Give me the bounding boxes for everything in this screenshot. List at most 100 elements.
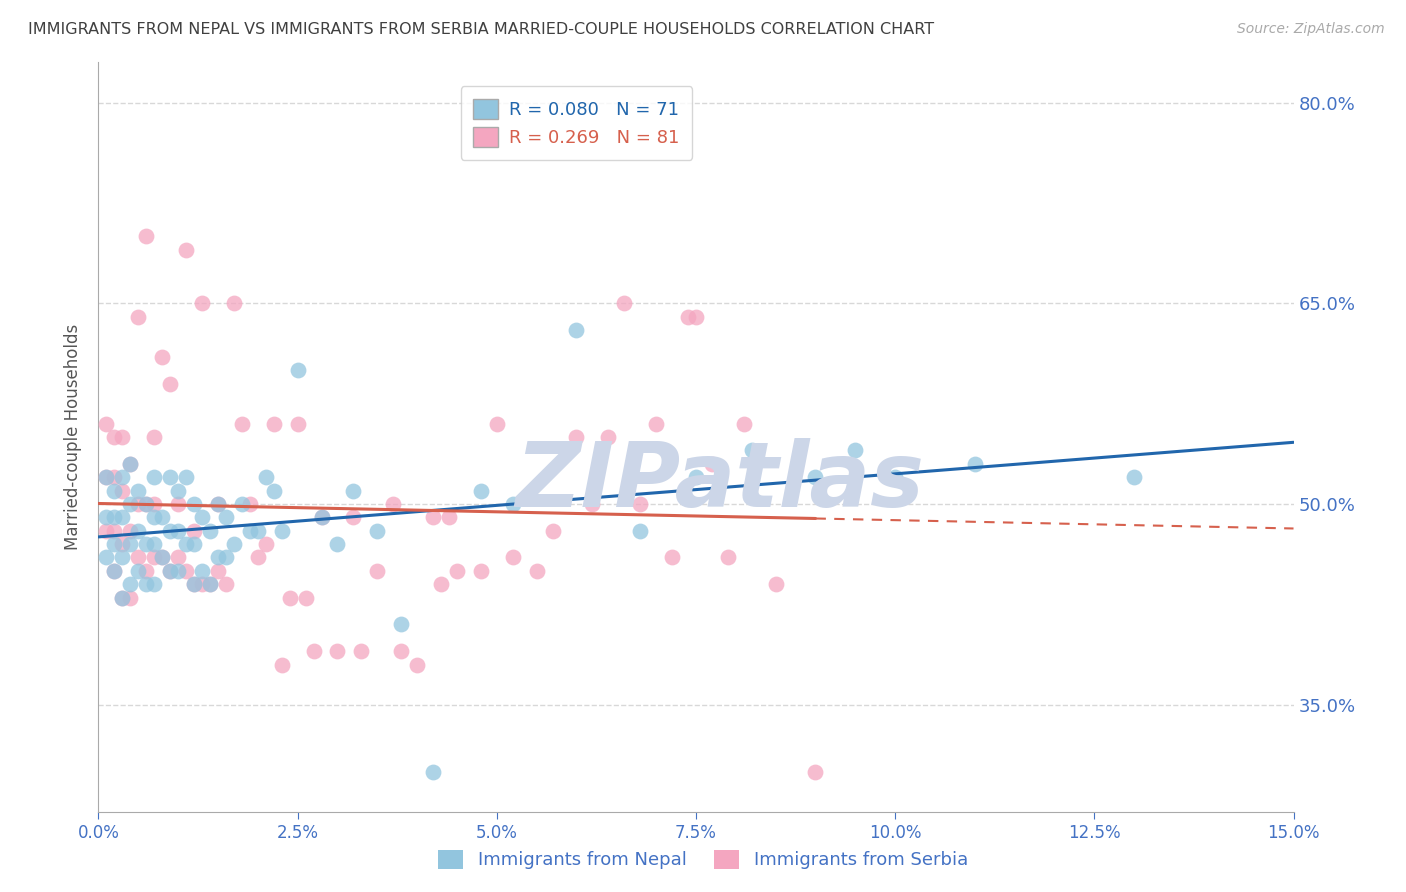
- Point: [963, 457, 986, 471]
- Point: [183, 537, 205, 551]
- Point: [389, 644, 412, 658]
- Point: [222, 296, 245, 310]
- Legend: Immigrants from Nepal, Immigrants from Serbia: Immigrants from Nepal, Immigrants from S…: [429, 840, 977, 879]
- Point: [741, 443, 763, 458]
- Point: [167, 524, 190, 538]
- Point: [628, 524, 651, 538]
- Point: [127, 524, 149, 538]
- Point: [1123, 470, 1146, 484]
- Point: [661, 550, 683, 565]
- Point: [143, 577, 166, 591]
- Point: [127, 497, 149, 511]
- Point: [127, 483, 149, 498]
- Point: [342, 510, 364, 524]
- Point: [198, 524, 221, 538]
- Point: [150, 510, 173, 524]
- Point: [541, 524, 564, 538]
- Point: [342, 483, 364, 498]
- Point: [526, 564, 548, 578]
- Point: [103, 524, 125, 538]
- Point: [96, 510, 118, 524]
- Point: [287, 417, 309, 431]
- Point: [676, 310, 699, 324]
- Point: [254, 470, 277, 484]
- Point: [135, 497, 157, 511]
- Point: [470, 483, 492, 498]
- Point: [430, 577, 453, 591]
- Point: [159, 524, 181, 538]
- Point: [254, 537, 277, 551]
- Point: [174, 564, 197, 578]
- Point: [311, 510, 333, 524]
- Point: [103, 483, 125, 498]
- Point: [263, 417, 285, 431]
- Text: ZIPatlas: ZIPatlas: [516, 438, 924, 526]
- Point: [645, 417, 668, 431]
- Point: [884, 470, 907, 484]
- Point: [287, 363, 309, 377]
- Point: [198, 577, 221, 591]
- Point: [183, 577, 205, 591]
- Point: [135, 577, 157, 591]
- Point: [96, 470, 118, 484]
- Point: [135, 497, 157, 511]
- Point: [278, 591, 301, 605]
- Point: [613, 296, 636, 310]
- Point: [198, 577, 221, 591]
- Point: [717, 550, 740, 565]
- Point: [150, 550, 173, 565]
- Point: [167, 483, 190, 498]
- Point: [804, 470, 827, 484]
- Point: [111, 510, 134, 524]
- Point: [326, 537, 349, 551]
- Point: [143, 470, 166, 484]
- Point: [103, 510, 125, 524]
- Point: [406, 657, 429, 672]
- Point: [804, 764, 827, 779]
- Point: [207, 497, 229, 511]
- Point: [120, 457, 142, 471]
- Point: [174, 537, 197, 551]
- Point: [159, 564, 181, 578]
- Point: [485, 417, 508, 431]
- Point: [120, 524, 142, 538]
- Point: [135, 537, 157, 551]
- Point: [135, 564, 157, 578]
- Point: [96, 417, 118, 431]
- Point: [246, 550, 269, 565]
- Point: [270, 657, 292, 672]
- Point: [382, 497, 405, 511]
- Point: [167, 564, 190, 578]
- Point: [470, 564, 492, 578]
- Point: [350, 644, 373, 658]
- Point: [366, 564, 388, 578]
- Point: [159, 470, 181, 484]
- Point: [565, 323, 588, 337]
- Point: [120, 591, 142, 605]
- Point: [143, 497, 166, 511]
- Legend: R = 0.080   N = 71, R = 0.269   N = 81: R = 0.080 N = 71, R = 0.269 N = 81: [461, 87, 692, 160]
- Point: [191, 296, 214, 310]
- Point: [422, 510, 444, 524]
- Point: [103, 564, 125, 578]
- Point: [159, 564, 181, 578]
- Point: [111, 550, 134, 565]
- Point: [111, 470, 134, 484]
- Point: [111, 591, 134, 605]
- Point: [215, 550, 238, 565]
- Point: [159, 376, 181, 391]
- Point: [127, 310, 149, 324]
- Point: [103, 537, 125, 551]
- Point: [96, 550, 118, 565]
- Point: [446, 564, 468, 578]
- Text: IMMIGRANTS FROM NEPAL VS IMMIGRANTS FROM SERBIA MARRIED-COUPLE HOUSEHOLDS CORREL: IMMIGRANTS FROM NEPAL VS IMMIGRANTS FROM…: [28, 22, 934, 37]
- Point: [733, 417, 755, 431]
- Point: [311, 510, 333, 524]
- Point: [191, 564, 214, 578]
- Point: [239, 497, 262, 511]
- Point: [246, 524, 269, 538]
- Point: [174, 243, 197, 257]
- Point: [700, 457, 723, 471]
- Point: [167, 550, 190, 565]
- Point: [231, 417, 253, 431]
